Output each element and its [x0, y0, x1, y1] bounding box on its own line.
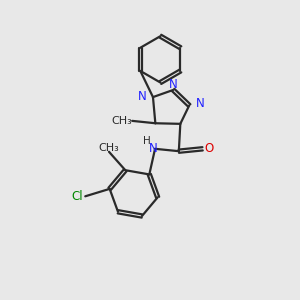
Text: CH₃: CH₃ — [99, 143, 119, 153]
Text: H: H — [143, 136, 151, 146]
Text: Cl: Cl — [71, 190, 83, 203]
Text: CH₃: CH₃ — [111, 116, 132, 126]
Text: N: N — [169, 77, 178, 91]
Text: N: N — [149, 142, 158, 155]
Text: N: N — [138, 90, 146, 103]
Text: N: N — [196, 98, 205, 110]
Text: O: O — [205, 142, 214, 155]
